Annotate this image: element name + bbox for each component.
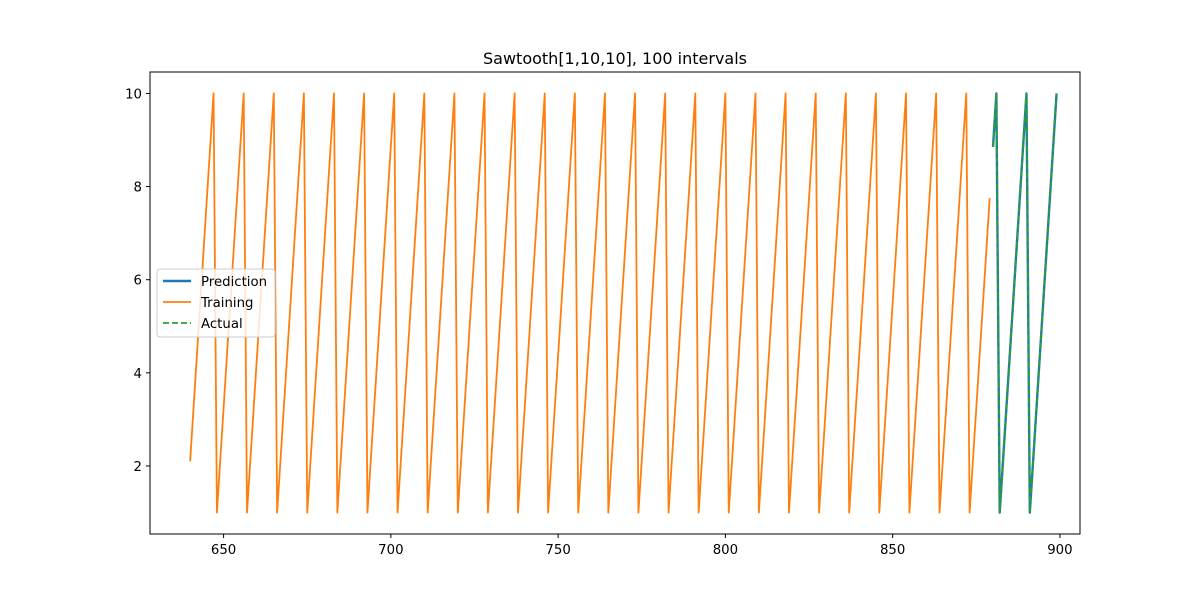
legend-label-training: Training xyxy=(200,296,253,311)
x-tick-label: 850 xyxy=(880,543,905,558)
legend-label-prediction: Prediction xyxy=(201,275,267,290)
y-axis: 2 4 6 8 10 xyxy=(125,87,150,475)
y-tick-label: 6 xyxy=(134,274,142,289)
series-line-prediction xyxy=(991,92,1058,514)
plot-area xyxy=(189,92,1058,514)
axes-frame xyxy=(149,71,1081,535)
x-tick-label: 900 xyxy=(1047,543,1072,558)
x-tick-label: 700 xyxy=(378,543,403,558)
legend: Prediction Training Actual xyxy=(156,268,276,338)
x-tick-label: 750 xyxy=(545,543,570,558)
legend-label-actual: Actual xyxy=(201,317,243,332)
y-tick-label: 4 xyxy=(134,367,142,382)
x-tick-label: 650 xyxy=(211,543,236,558)
y-tick-label: 10 xyxy=(125,87,142,102)
y-tick-label: 8 xyxy=(134,181,142,196)
series-line-training xyxy=(189,92,991,514)
y-tick-label: 2 xyxy=(134,460,142,475)
chart-title: Sawtooth[1,10,10], 100 intervals xyxy=(483,49,747,68)
x-axis: 650 700 750 800 850 900 xyxy=(211,534,1073,558)
legend-box xyxy=(156,268,276,338)
x-tick-label: 800 xyxy=(713,543,738,558)
series-line-actual xyxy=(992,92,1058,514)
